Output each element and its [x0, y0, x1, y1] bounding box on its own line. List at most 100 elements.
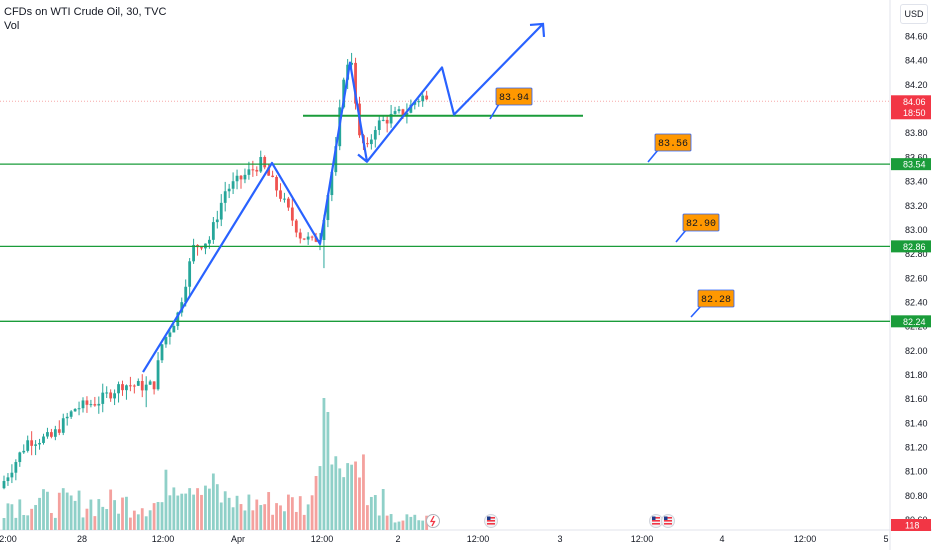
volume-bar	[89, 499, 93, 530]
candle-body	[239, 175, 243, 180]
volume-bar	[172, 487, 176, 530]
us-flag-stripe	[664, 517, 672, 519]
x-tick-label: 12:00	[152, 534, 175, 544]
y-tick-label: 83.60	[905, 152, 928, 162]
candle-body	[22, 450, 26, 453]
volume-bar	[306, 504, 310, 530]
volume-bar	[314, 475, 318, 530]
volume-bar	[354, 461, 357, 530]
candle-body	[223, 191, 227, 203]
us-flag-stripe	[487, 520, 495, 522]
volume-bar	[85, 508, 89, 530]
volume-bar	[176, 495, 180, 530]
level-price-tag	[891, 158, 931, 171]
y-tick-label: 81.40	[905, 418, 928, 428]
volume-bar	[18, 499, 22, 530]
candle-body	[298, 232, 302, 239]
volume-bar	[377, 515, 381, 530]
volume-bar	[211, 473, 215, 530]
volume-bar	[136, 514, 140, 530]
volume-bar	[69, 495, 73, 530]
volume-bar	[334, 456, 338, 530]
candle-body	[109, 392, 113, 399]
x-tick-label: 3	[557, 534, 562, 544]
candle-body	[211, 222, 215, 240]
callout-label: 83.56	[658, 139, 688, 150]
y-tick-label: 81.80	[905, 370, 928, 380]
x-tick-label: 4	[719, 534, 724, 544]
candle-body	[152, 381, 156, 390]
volume-bar	[42, 489, 45, 530]
candle-body	[219, 202, 223, 220]
volume-bar	[231, 507, 235, 530]
volume-bar	[294, 511, 298, 530]
volume-bar	[255, 499, 259, 530]
volume-bar	[405, 514, 409, 530]
volume-bar	[57, 492, 61, 530]
volume-bar	[283, 511, 286, 530]
volume-bar	[168, 495, 172, 530]
volume-bar	[97, 499, 101, 530]
volume-bar	[417, 520, 421, 530]
candle-body	[42, 436, 45, 443]
candle-body	[271, 175, 274, 177]
candle-body	[290, 207, 294, 221]
volume-bar	[393, 522, 397, 530]
candle-body	[377, 120, 381, 131]
candle-body	[200, 247, 203, 249]
volume-bar	[219, 502, 223, 530]
candle-body	[57, 429, 61, 433]
volume-bar	[81, 517, 85, 530]
candle-body	[389, 113, 393, 124]
volume-bar	[148, 510, 152, 530]
us-flag-stripe	[664, 523, 672, 525]
volume-bar	[275, 503, 278, 530]
candle-body	[306, 236, 310, 240]
us-flag-stripe	[652, 523, 660, 525]
y-tick-label: 83.80	[905, 128, 928, 138]
candle-body	[132, 385, 136, 387]
candle-body	[366, 143, 369, 145]
volume-bar	[2, 517, 6, 530]
candle-body	[184, 286, 188, 303]
volume-bar	[30, 508, 34, 530]
candle-body	[164, 336, 168, 345]
currency-button[interactable]: USD	[900, 4, 928, 24]
volume-bar	[401, 520, 405, 530]
candle-body	[354, 62, 357, 104]
candle-body	[405, 112, 409, 116]
candle-body	[105, 392, 109, 394]
candle-body	[65, 416, 69, 419]
us-flag-stripe	[652, 517, 660, 519]
volume-bar	[26, 515, 30, 530]
candle-body	[397, 109, 401, 112]
candle-body	[283, 198, 286, 200]
callout-leader	[675, 229, 687, 243]
y-tick-label: 82.80	[905, 249, 928, 259]
candle-body	[421, 95, 425, 102]
volume-bar	[267, 492, 271, 530]
current-price-tag	[891, 95, 931, 120]
candle-body	[373, 130, 377, 140]
volume-bar	[362, 454, 365, 530]
volume-bar	[350, 464, 353, 530]
lightning-icon	[429, 515, 436, 527]
volume-bar	[373, 495, 377, 530]
candle-body	[125, 385, 128, 391]
candle-body	[251, 169, 255, 171]
callout-label: 82.90	[686, 219, 716, 230]
volume-bar	[310, 495, 314, 530]
y-tick-label: 82.00	[905, 346, 928, 356]
candle-body	[227, 188, 231, 192]
candle-body	[330, 172, 334, 196]
candle-body	[10, 472, 14, 478]
candle-body	[425, 95, 429, 100]
candle-body	[192, 244, 195, 262]
candle-body	[140, 381, 144, 391]
volume-bar	[50, 512, 53, 530]
volume-bar	[65, 492, 69, 530]
volume-bar	[184, 493, 188, 530]
volume-bar	[298, 496, 302, 530]
